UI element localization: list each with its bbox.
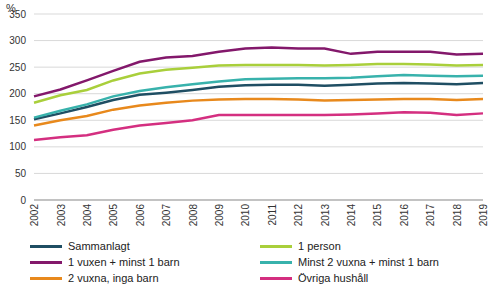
svg-text:250: 250 (9, 62, 26, 73)
svg-text:2009: 2009 (214, 204, 225, 227)
svg-text:2010: 2010 (240, 204, 251, 227)
html-text:Sammanlagt: Sammanlagt (68, 240, 130, 252)
svg-text:200: 200 (9, 88, 26, 99)
svg-text:350: 350 (9, 9, 26, 20)
html-text:2 vuxna, inga barn: 2 vuxna, inga barn (68, 272, 159, 284)
svg-text:2008: 2008 (188, 204, 199, 227)
html-text:Övriga hushåll: Övriga hushåll (298, 272, 369, 284)
html-text:1 vuxen + minst 1 barn: 1 vuxen + minst 1 barn (68, 256, 180, 268)
svg-text:2003: 2003 (56, 204, 67, 227)
svg-text:100: 100 (9, 141, 26, 152)
svg-text:2004: 2004 (82, 204, 93, 227)
svg-text:2014: 2014 (346, 204, 357, 227)
svg-text:2006: 2006 (135, 204, 146, 227)
svg-text:300: 300 (9, 35, 26, 46)
svg-text:2002: 2002 (29, 204, 40, 227)
svg-text:2016: 2016 (399, 204, 410, 227)
svg-text:2012: 2012 (293, 204, 304, 227)
svg-text:2015: 2015 (372, 204, 383, 227)
svg-text:2005: 2005 (108, 204, 119, 227)
svg-text:2017: 2017 (425, 204, 436, 227)
svg-text:150: 150 (9, 115, 26, 126)
html-text:1 person: 1 person (298, 240, 341, 252)
html-text:Minst 2 vuxna + minst 1 barn: Minst 2 vuxna + minst 1 barn (298, 256, 439, 268)
svg-text:2007: 2007 (161, 204, 172, 227)
svg-text:0: 0 (20, 195, 26, 206)
svg-text:2019: 2019 (478, 204, 483, 227)
svg-text:2018: 2018 (452, 204, 463, 227)
svg-text:2011: 2011 (267, 204, 278, 226)
svg-text:50: 50 (15, 168, 27, 179)
svg-text:2013: 2013 (320, 204, 331, 227)
